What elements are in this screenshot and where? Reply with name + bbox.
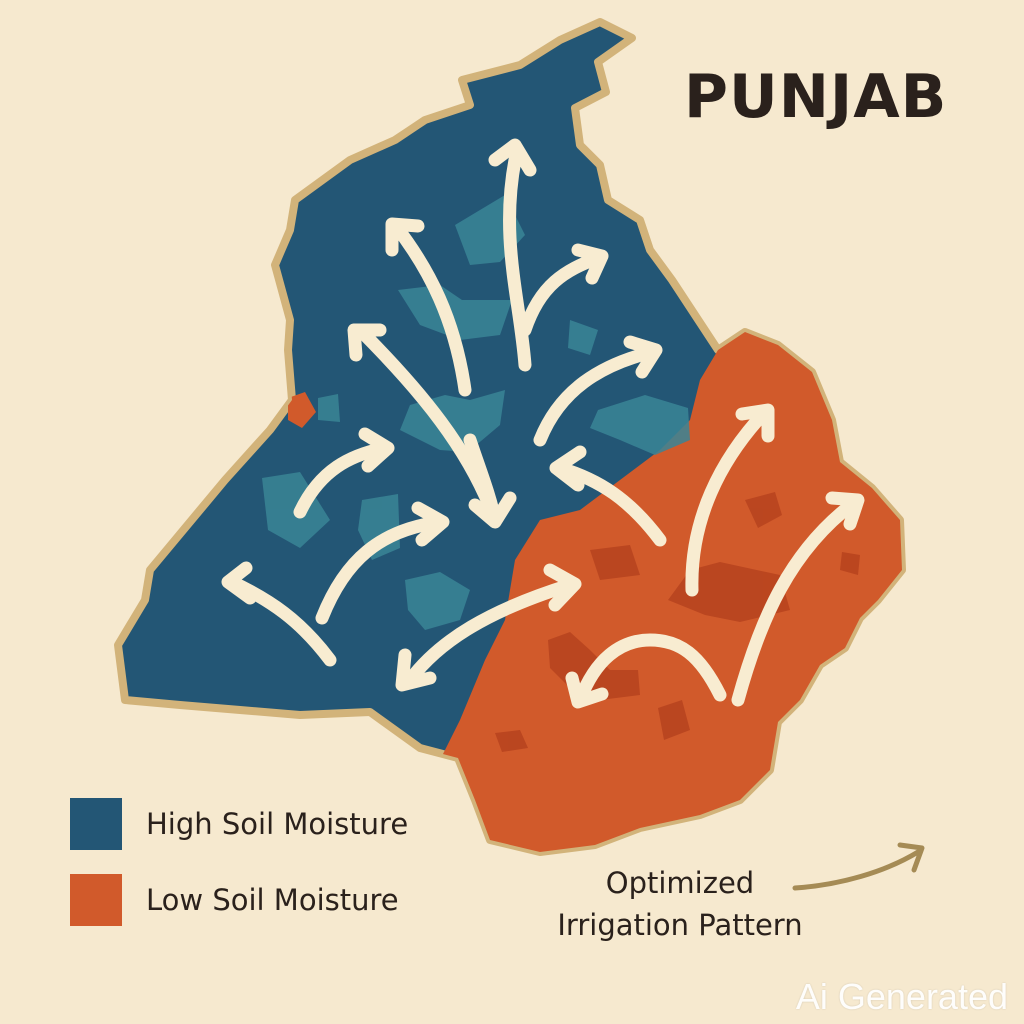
irrigation-arrows [221,138,865,709]
legend-item-high-moisture: High Soil Moisture [70,796,408,852]
flow-arrow-icon [503,153,532,372]
flow-arrow-icon [518,251,605,337]
flow-arrow-icon [395,648,437,692]
flow-arrow-icon [293,441,392,519]
legend-label-low: Low Soil Moisture [146,883,399,917]
flow-arrow-icon [549,445,587,492]
flow-arrow-icon [221,561,257,605]
pattern-label-line2: Irrigation Pattern [557,908,803,942]
legend-item-low-moisture: Low Soil Moisture [70,872,399,928]
legend-swatch-high [70,798,122,850]
flow-arrow-icon [685,405,772,597]
flow-arrow-icon [543,563,582,612]
flow-arrow-icon [735,403,775,443]
flow-arrow-icon [347,323,387,362]
legend-label-high: High Soil Moisture [146,807,409,841]
flow-arrow-icon [403,578,577,687]
flow-arrow-icon [388,218,472,397]
pattern-label-line1: Optimized [605,866,755,900]
legend-swatch-low [70,874,122,926]
curved-arrow-icon [792,842,925,891]
irrigation-pattern-label: Optimized Irrigation Pattern [535,862,825,946]
flow-arrow-icon [565,671,609,709]
watermark: Ai Generated [795,976,1008,1017]
map-title: PUNJAB [684,62,948,132]
flow-arrow-icon [358,427,395,473]
flow-arrow-icon [468,491,517,529]
flow-arrow-icon [533,345,659,447]
flow-arrow-icon [825,491,865,531]
flow-arrow-icon [731,495,862,707]
flow-arrow-icon [571,243,609,285]
flow-arrow-icon [385,217,425,257]
flow-arrow-icon [488,138,537,177]
flow-arrow-icon [573,633,727,707]
flow-arrow-icon [553,461,667,547]
flow-arrow-icon [411,501,450,547]
flow-arrow-icon [315,515,447,625]
flow-arrow-icon [623,335,663,379]
